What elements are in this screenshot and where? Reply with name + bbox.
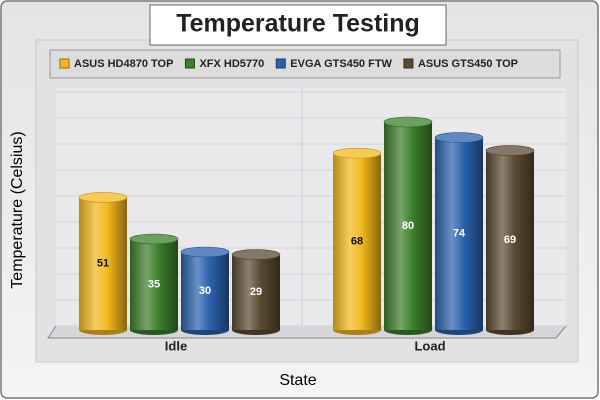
x-axis-label: State xyxy=(279,372,316,389)
data-label: 29 xyxy=(250,286,262,298)
bar-top xyxy=(78,192,128,203)
legend-box xyxy=(49,49,561,79)
data-label: 74 xyxy=(453,228,466,240)
legend-swatch xyxy=(403,58,414,69)
legend-label: ASUS HD4870 TOP xyxy=(74,58,173,70)
x-tick-label: Load xyxy=(414,338,445,353)
data-label: 51 xyxy=(97,258,109,270)
legend-label: ASUS GTS450 TOP xyxy=(418,58,518,70)
data-label: 35 xyxy=(148,278,160,290)
chart-title: Temperature Testing xyxy=(176,10,420,38)
data-label: 30 xyxy=(199,285,211,297)
legend-label: XFX HD5770 xyxy=(199,58,264,70)
data-label: 68 xyxy=(351,236,363,248)
bar xyxy=(384,122,432,330)
bar-top xyxy=(129,233,179,245)
bar-top xyxy=(383,116,433,128)
bar-top xyxy=(485,145,535,156)
bar xyxy=(232,254,280,330)
title-box xyxy=(149,4,447,46)
legend-swatch xyxy=(184,58,195,69)
bar-top xyxy=(180,246,230,258)
data-label: 69 xyxy=(504,234,516,246)
bar xyxy=(181,252,229,330)
bar xyxy=(486,150,534,330)
bar xyxy=(333,153,381,330)
bar-top xyxy=(434,132,484,143)
bar-top xyxy=(231,249,281,260)
data-label: 80 xyxy=(402,220,414,232)
x-tick-label: Idle xyxy=(165,338,187,353)
bar xyxy=(130,239,178,330)
y-axis-label: Temperature (Celsius) xyxy=(9,131,26,288)
bar xyxy=(79,197,127,330)
bar xyxy=(435,137,483,330)
legend-swatch xyxy=(59,58,70,69)
legend-label: EVGA GTS450 FTW xyxy=(290,58,392,70)
legend-swatch xyxy=(275,58,286,69)
bar-top xyxy=(332,147,382,159)
